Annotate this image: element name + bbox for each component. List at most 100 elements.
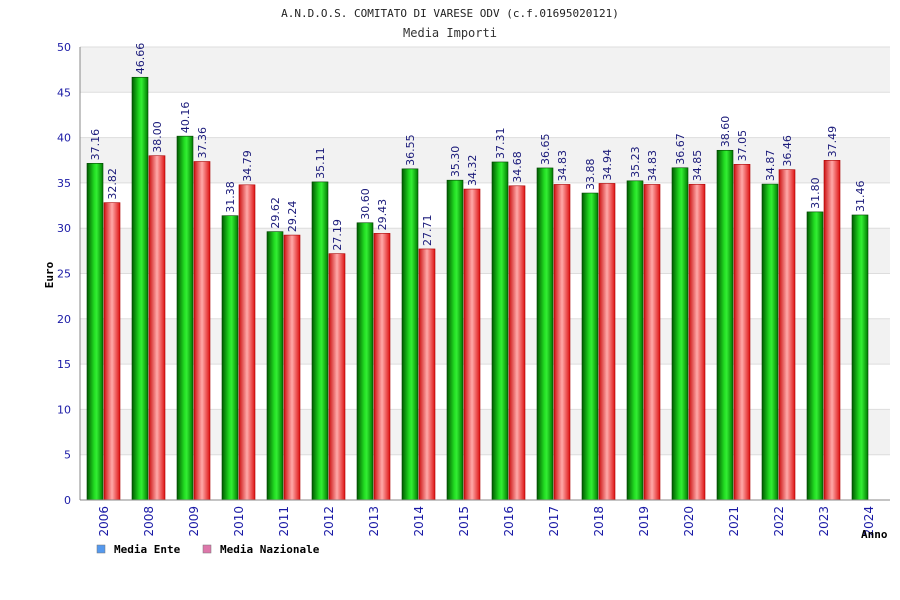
legend-swatch-ente — [96, 544, 106, 554]
data-label: 40.16 — [179, 102, 192, 134]
grid-band — [80, 47, 890, 93]
bar-media-nazionale — [193, 161, 211, 501]
y-tick-label: 35 — [57, 177, 71, 190]
y-tick-label: 10 — [57, 403, 71, 416]
bar-media-nazionale — [238, 184, 256, 501]
data-label: 37.36 — [196, 127, 209, 159]
bar-media-ente — [86, 163, 104, 501]
data-label: 36.65 — [539, 133, 552, 165]
bar-media-ente — [581, 192, 599, 501]
grid-band — [80, 409, 890, 455]
x-axis-ticks: 2006 2008 2009 2010 2011 2012 2013 2014 2015 2016… — [97, 506, 876, 537]
data-label: 34.68 — [511, 151, 524, 183]
data-label: 35.30 — [449, 146, 462, 178]
bar-media-ente — [806, 211, 824, 501]
data-label: 46.66 — [134, 43, 147, 75]
data-label: 31.46 — [854, 180, 867, 212]
bar-media-nazionale — [508, 185, 526, 501]
grid-band — [80, 273, 890, 319]
bar-media-nazionale — [598, 183, 616, 501]
bar-media-ente — [851, 214, 869, 501]
bar-media-nazionale — [328, 253, 346, 501]
bar-media-ente — [536, 167, 554, 501]
data-labels: 37.16 32.82 46.66 38.00 40.16 37.36 31.38 34.79… — [89, 43, 867, 251]
x-tick-label: 2006 — [97, 506, 111, 537]
x-tick-label: 2023 — [817, 506, 831, 537]
data-label: 37.16 — [89, 129, 102, 161]
y-axis-label: Euro — [43, 261, 56, 288]
grid-band — [80, 228, 890, 274]
x-tick-label: 2014 — [412, 506, 426, 537]
x-tick-label: 2009 — [187, 506, 201, 537]
legend-swatch-nazionale — [202, 544, 212, 554]
y-tick-label: 45 — [57, 86, 71, 99]
grid-band — [80, 92, 890, 138]
x-tick-label: 2024 — [862, 506, 876, 537]
bar-media-nazionale — [373, 233, 391, 501]
bars — [86, 76, 869, 501]
chart-subtitle: Media Importi — [403, 26, 497, 40]
x-tick-label: 2018 — [592, 506, 606, 537]
bar-media-ente — [491, 161, 509, 501]
data-label: 33.88 — [584, 159, 597, 191]
data-label: 35.11 — [314, 147, 327, 179]
data-label: 38.60 — [719, 116, 732, 148]
grid-band — [80, 364, 890, 410]
x-tick-label: 2010 — [232, 506, 246, 537]
data-label: 27.71 — [421, 214, 434, 246]
y-tick-label: 5 — [64, 449, 71, 462]
grid-band — [80, 182, 890, 229]
data-label: 37.05 — [736, 130, 749, 162]
x-tick-label: 2012 — [322, 506, 336, 537]
legend-label-nazionale: Media Nazionale — [220, 543, 320, 556]
bar-media-ente — [131, 76, 149, 501]
data-label: 34.32 — [466, 155, 479, 187]
y-tick-label: 30 — [57, 222, 71, 235]
x-tick-label: 2015 — [457, 506, 471, 537]
x-tick-label: 2013 — [367, 506, 381, 537]
y-tick-label: 0 — [64, 494, 71, 507]
bar-media-ente — [221, 215, 239, 501]
data-label: 34.83 — [646, 150, 659, 182]
bar-media-ente — [446, 179, 464, 501]
y-tick-label: 25 — [57, 268, 71, 281]
bar-media-ente — [176, 135, 194, 501]
y-tick-label: 40 — [57, 132, 71, 145]
x-tick-label: 2016 — [502, 506, 516, 537]
bar-media-nazionale — [733, 164, 751, 501]
x-tick-label: 2021 — [727, 506, 741, 537]
data-label: 29.62 — [269, 197, 282, 229]
data-label: 29.24 — [286, 201, 299, 233]
data-label: 31.80 — [809, 177, 822, 209]
x-tick-label: 2022 — [772, 506, 786, 537]
y-tick-label: 20 — [57, 313, 71, 326]
x-tick-label: 2017 — [547, 506, 561, 537]
grid-band — [80, 454, 890, 500]
bar-media-nazionale — [418, 248, 436, 501]
bar-media-nazionale — [148, 155, 166, 501]
data-label: 34.85 — [691, 150, 704, 182]
data-label: 32.82 — [106, 168, 119, 200]
y-tick-label: 50 — [57, 41, 71, 54]
data-label: 35.23 — [629, 146, 642, 178]
data-label: 31.38 — [224, 181, 237, 213]
data-label: 34.94 — [601, 149, 614, 181]
grid-band — [80, 137, 890, 183]
grid-band — [80, 318, 890, 365]
data-label: 37.31 — [494, 127, 507, 159]
bar-media-nazionale — [553, 184, 571, 501]
bar-media-nazionale — [463, 188, 481, 501]
data-label: 34.79 — [241, 150, 254, 182]
data-label: 29.43 — [376, 199, 389, 231]
bar-media-nazionale — [823, 160, 841, 501]
x-tick-label: 2019 — [637, 506, 651, 537]
data-label: 37.49 — [826, 126, 839, 158]
bar-media-nazionale — [643, 184, 661, 501]
bar-media-ente — [401, 168, 419, 501]
data-label: 30.60 — [359, 188, 372, 220]
grid — [80, 46, 890, 501]
x-axis-label: Anno — [861, 528, 888, 541]
bar-media-ente — [356, 222, 374, 501]
